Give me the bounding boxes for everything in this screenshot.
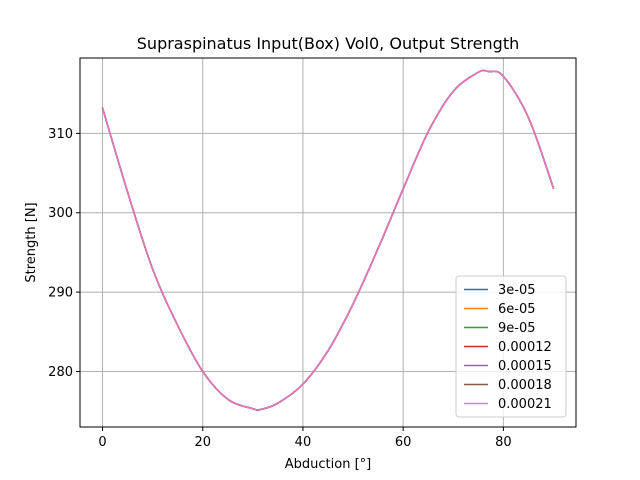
y-axis-label: Strength [N] [24, 202, 39, 282]
legend-label: 0.00018 [498, 378, 552, 393]
legend-label: 6e-05 [498, 302, 536, 317]
y-tick-label: 280 [48, 365, 73, 380]
x-tick-label: 60 [395, 435, 412, 450]
series-line-6 [101, 69, 555, 411]
axis-ticks: 0 20 40 60 80 280 290 300 310 [48, 127, 511, 450]
x-axis-label: Abduction [°] [285, 457, 371, 472]
y-tick-label: 300 [48, 206, 73, 221]
series-lines [101, 69, 555, 411]
legend-label: 9e-05 [498, 321, 536, 336]
legend-box [455, 275, 567, 418]
x-tick-label: 20 [194, 435, 211, 450]
chart-title: Supraspinatus Input(Box) Vol0, Output St… [137, 34, 519, 53]
legend-label: 0.00015 [498, 359, 552, 374]
y-tick-label: 290 [48, 286, 73, 301]
x-tick-label: 0 [98, 435, 106, 450]
plot-frame [79, 57, 577, 428]
legend: 3e-05 6e-05 9e-05 0.00012 0.00015 0.00018 0.00… [455, 275, 567, 418]
x-tick-label: 80 [495, 435, 512, 450]
x-tick-label: 40 [295, 435, 312, 450]
legend-label: 3e-05 [498, 283, 536, 298]
y-tick-label: 310 [48, 127, 73, 142]
legend-label: 0.00021 [498, 397, 552, 412]
legend-label: 0.00012 [498, 340, 552, 355]
